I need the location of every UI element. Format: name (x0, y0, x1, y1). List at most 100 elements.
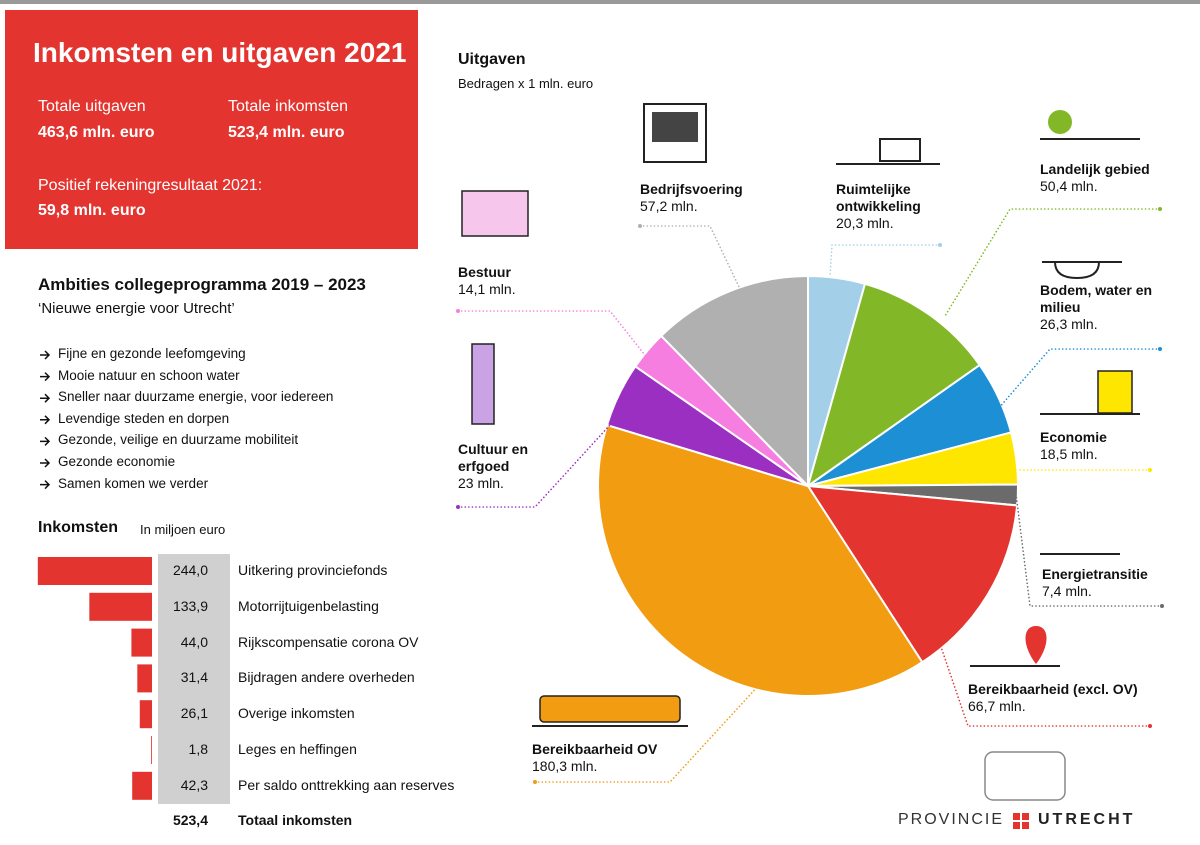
icon (1042, 262, 1122, 278)
total-label: Totaal inkomsten (238, 812, 352, 829)
logo-left: PROVINCIE (898, 810, 1004, 829)
stat-label: Totale inkomsten (228, 97, 348, 116)
slice-category: Economie (1040, 429, 1160, 446)
icon (652, 112, 698, 142)
ambities-subtitle: ‘Nieuwe energie voor Utrecht’ (38, 300, 235, 318)
slice-category: Bodem, water en milieu (1040, 282, 1160, 316)
slice-value-label: 57,2 mln. (640, 198, 780, 215)
icon (462, 191, 528, 236)
icon (1098, 371, 1132, 413)
stat-label: Totale uitgaven (38, 97, 146, 116)
pie-title: Uitgaven (458, 50, 526, 69)
bar-category: Rijkscompensatie corona OV (238, 634, 419, 651)
stat-value: 463,6 mln. euro (38, 123, 155, 142)
slice-category: Bereikbaarheid (excl. OV) (968, 681, 1168, 698)
result-value: 59,8 mln. euro (38, 201, 146, 220)
arrow-icon (40, 459, 49, 467)
result-label: Positief rekeningresultaat 2021: (38, 176, 262, 195)
leader-line (830, 245, 940, 276)
bar-category: Bijdragen andere overheden (238, 669, 415, 686)
pie-subtitle: Bedragen x 1 mln. euro (458, 76, 593, 92)
bar (137, 664, 152, 692)
logo-crest (985, 752, 1065, 800)
ambitie-item: Gezonde, veilige en duurzame mobiliteit (58, 432, 298, 448)
bar-subtitle: In miljoen euro (140, 522, 225, 538)
slice-category: Cultuur en erfgoed (458, 441, 548, 475)
logo-right: UTRECHT (1038, 810, 1135, 829)
bar-value-label: 42,3 (158, 777, 208, 794)
bar (89, 593, 152, 621)
leader-dot (533, 780, 537, 784)
logo-mark (1022, 822, 1029, 829)
slice-label: Energietransitie7,4 mln. (1042, 566, 1182, 600)
bar-category: Per saldo onttrekking aan reserves (238, 777, 454, 794)
bar-value-label: 133,9 (158, 598, 208, 615)
slice-category: Ruimtelijke ontwikkeling (836, 181, 936, 215)
leader-dot (1148, 468, 1152, 472)
bar (151, 736, 152, 764)
logo-mark (1013, 822, 1020, 829)
bar-value-label: 26,1 (158, 705, 208, 722)
arrow-icon (40, 481, 49, 489)
icon (880, 139, 920, 161)
slice-label: Bodem, water en milieu26,3 mln. (1040, 282, 1160, 332)
slice-value-label: 23 mln. (458, 475, 548, 492)
leader-dot (938, 243, 942, 247)
ambitie-item: Gezonde economie (58, 454, 175, 470)
slice-category: Energietransitie (1042, 566, 1182, 583)
icon (1026, 626, 1047, 664)
title: Inkomsten en uitgaven 2021 (33, 36, 406, 70)
arrow-icon (40, 437, 49, 445)
leader-dot (456, 309, 460, 313)
slice-value-label: 20,3 mln. (836, 215, 936, 232)
slice-value-label: 18,5 mln. (1040, 446, 1160, 463)
icon (540, 696, 680, 722)
infographic: Inkomsten en uitgaven 2021 Totale uitgave… (0, 0, 1200, 845)
bar-value-label: 44,0 (158, 634, 208, 651)
leader-dot (1160, 604, 1164, 608)
leader-dot (456, 505, 460, 509)
ambitie-item: Fijne en gezonde leefomgeving (58, 346, 246, 362)
bar-category: Overige inkomsten (238, 705, 355, 722)
ambitie-item: Samen komen we verder (58, 476, 208, 492)
bar-category: Leges en heffingen (238, 741, 357, 758)
slice-value-label: 50,4 mln. (1040, 178, 1180, 195)
slice-value-label: 180,3 mln. (532, 758, 682, 775)
logo-mark (1022, 813, 1029, 820)
bar (140, 700, 152, 728)
stat-value: 523,4 mln. euro (228, 123, 345, 142)
leader-line (985, 349, 1160, 424)
leader-dot (638, 224, 642, 228)
bar (131, 629, 152, 657)
ambitie-item: Sneller naar duurzame energie, voor iede… (58, 389, 333, 405)
bar-category: Uitkering provinciefonds (238, 562, 387, 579)
bar-value-label: 31,4 (158, 669, 208, 686)
leader-dot (1158, 347, 1162, 351)
icon (1048, 110, 1072, 134)
leader-dot (1158, 207, 1162, 211)
slice-value-label: 66,7 mln. (968, 698, 1168, 715)
icon (472, 344, 494, 424)
bar-value-label: 244,0 (158, 562, 208, 579)
slice-category: Bereikbaarheid OV (532, 741, 682, 758)
bar (132, 772, 152, 800)
leader-line (640, 226, 740, 289)
slice-label: Bereikbaarheid (excl. OV)66,7 mln. (968, 681, 1168, 715)
slice-category: Bestuur (458, 264, 578, 281)
bar (38, 557, 152, 585)
arrow-icon (40, 416, 49, 424)
slice-category: Landelijk gebied (1040, 161, 1180, 178)
slice-category: Bedrijfsvoering (640, 181, 780, 198)
slice-value-label: 7,4 mln. (1042, 583, 1182, 600)
arrow-icon (40, 373, 49, 381)
arrow-icon (40, 394, 49, 402)
bar-category: Motorrijtuigenbelasting (238, 598, 379, 615)
arrow-icon (40, 351, 49, 359)
